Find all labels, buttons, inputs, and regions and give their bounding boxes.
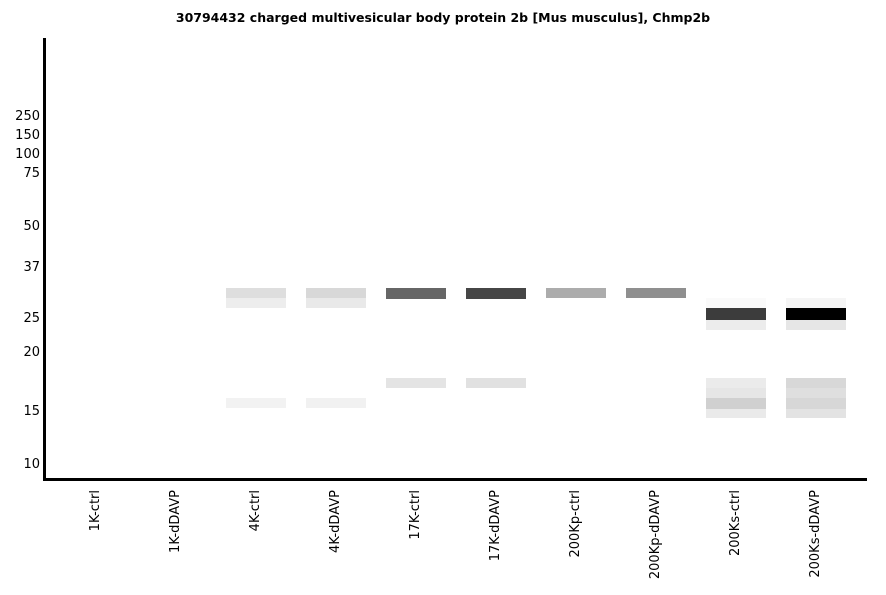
band-segment-200Ks-dDAVP-27kda bbox=[786, 308, 846, 320]
band-segment-200Ks-dDAVP-17kda bbox=[786, 409, 846, 418]
lane-label-text: 1K-dDAVP bbox=[168, 490, 183, 553]
band-segment-17K-ctrl-18kda bbox=[386, 378, 446, 388]
lane-label-text: 200Kp-dDAVP bbox=[648, 490, 663, 580]
mw-label-50: 50 bbox=[23, 219, 40, 234]
band-segment-200Ks-ctrl-17kda bbox=[706, 409, 766, 418]
band-segment-200Ks-ctrl-27kda bbox=[706, 308, 766, 320]
lane-label-text: 200Ks-dDAVP bbox=[808, 490, 823, 578]
band-segment-4K-dDAVP-31kda bbox=[306, 298, 366, 308]
mw-label-75: 75 bbox=[23, 166, 40, 181]
band-segment-200Ks-ctrl-27kda bbox=[706, 298, 766, 308]
figure-title: 30794432 charged multivesicular body pro… bbox=[175, 10, 711, 25]
band-segment-200Ks-dDAVP-17kda bbox=[786, 398, 846, 409]
band-segment-17K-ctrl-31kda bbox=[386, 288, 446, 299]
band-segment-200Ks-ctrl-17kda bbox=[706, 378, 766, 388]
band-segment-200Ks-ctrl-17kda bbox=[706, 398, 766, 409]
lane-label-text: 17K-dDAVP bbox=[488, 490, 503, 562]
band-segment-200Ks-ctrl-17kda bbox=[706, 388, 766, 398]
lane-label-text: 4K-ctrl bbox=[248, 490, 263, 532]
mw-label-15: 15 bbox=[23, 404, 40, 419]
mw-label-25: 25 bbox=[23, 311, 40, 326]
band-segment-4K-ctrl-31kda bbox=[226, 298, 286, 308]
mw-label-20: 20 bbox=[23, 345, 40, 360]
band-segment-4K-dDAVP-16kda bbox=[306, 398, 366, 408]
lane-label-text: 17K-ctrl bbox=[408, 490, 423, 540]
mw-label-250: 250 bbox=[15, 109, 40, 124]
lane-label-text: 200Kp-ctrl bbox=[568, 490, 583, 558]
band-segment-200Kp-dDAVP-31kda bbox=[626, 288, 686, 298]
lane-label-text: 1K-ctrl bbox=[88, 490, 103, 532]
x-axis-line bbox=[43, 478, 867, 481]
mw-label-10: 10 bbox=[23, 457, 40, 472]
band-segment-17K-dDAVP-18kda bbox=[466, 378, 526, 388]
band-segment-4K-ctrl-16kda bbox=[226, 398, 286, 408]
lane-label-text: 200Ks-ctrl bbox=[728, 490, 743, 557]
band-segment-200Kp-ctrl-31kda bbox=[546, 288, 606, 298]
mw-label-150: 150 bbox=[15, 128, 40, 143]
band-segment-4K-ctrl-31kda bbox=[226, 288, 286, 298]
band-segment-200Ks-dDAVP-27kda bbox=[786, 298, 846, 308]
band-segment-200Ks-dDAVP-17kda bbox=[786, 388, 846, 398]
band-segment-4K-dDAVP-31kda bbox=[306, 288, 366, 298]
band-segment-200Ks-dDAVP-17kda bbox=[786, 378, 846, 388]
mw-label-100: 100 bbox=[15, 147, 40, 162]
lane-label-text: 4K-dDAVP bbox=[328, 490, 343, 553]
band-segment-17K-dDAVP-31kda bbox=[466, 288, 526, 299]
band-segment-200Ks-ctrl-27kda bbox=[706, 320, 766, 330]
y-axis-line bbox=[43, 38, 46, 481]
band-segment-200Ks-dDAVP-27kda bbox=[786, 320, 846, 330]
mw-label-37: 37 bbox=[23, 260, 40, 275]
